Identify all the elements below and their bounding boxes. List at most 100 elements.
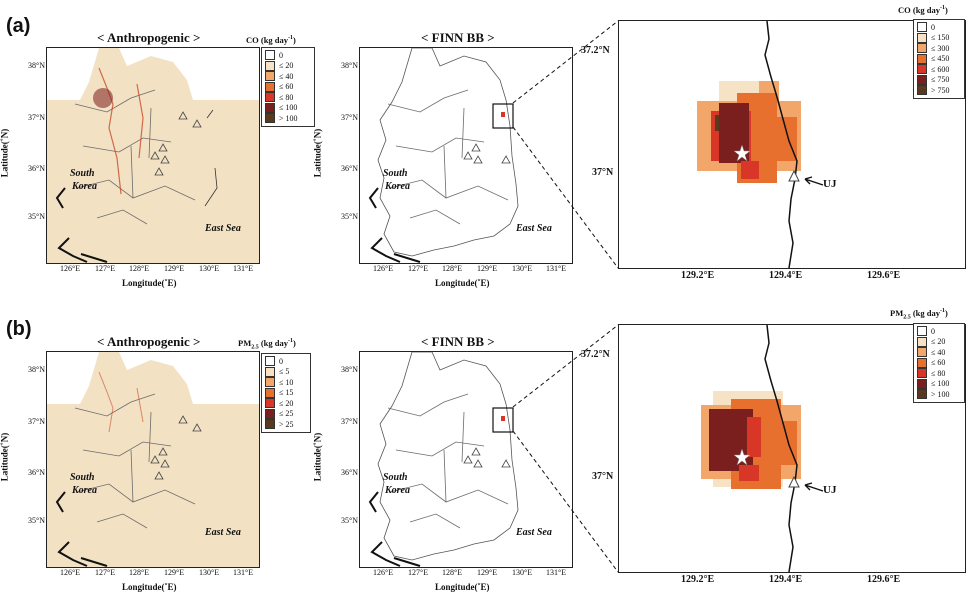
y-axis-label-a: Latitude(˚N)	[0, 128, 10, 178]
legend-swatch	[265, 408, 275, 419]
x-tick: 129°E	[164, 568, 185, 577]
zoom-leader-lines-b	[512, 324, 619, 573]
southwest-coast	[55, 491, 108, 567]
zoom-map-b	[618, 324, 966, 573]
x-tick: 127°E	[95, 264, 116, 273]
y-tick: 35°N	[341, 516, 358, 525]
anthropogenic-title-a: < Anthropogenic >	[97, 30, 201, 45]
finn-bb-title-a: < FINN BB >	[421, 30, 495, 45]
x-tick: 130°E	[512, 568, 533, 577]
y-tick: 36°N	[28, 468, 45, 477]
legend-item: ≤ 15	[265, 387, 307, 399]
zoom-y-tick: 37°N	[592, 471, 614, 482]
legend-item: ≤ 150	[917, 32, 961, 44]
legend-swatch	[265, 102, 275, 113]
uj-label-b: UJ	[823, 484, 837, 496]
fire-hotspot	[501, 416, 505, 421]
legend-swatch	[917, 74, 927, 85]
south-label-b2: South	[383, 472, 408, 483]
x-tick: 127°E	[95, 568, 116, 577]
x-axis-label-b2: Longitude(˚E)	[435, 582, 490, 592]
legend-swatch	[917, 22, 927, 33]
x-axis-label-a2: Longitude(˚E)	[435, 278, 490, 288]
map-canvas	[47, 48, 259, 263]
uj-arrow	[804, 176, 824, 186]
x-tick: 128°E	[129, 264, 150, 273]
x-tick: 131°E	[233, 264, 254, 273]
uj-site-marker	[788, 475, 800, 488]
anthropogenic-map-a	[46, 47, 260, 264]
korea-label-a: Korea	[72, 181, 97, 192]
legend-item: 0	[265, 356, 307, 367]
legend-item: ≤ 20	[265, 60, 311, 72]
y-tick: 37°N	[341, 113, 358, 122]
legend-item: > 100	[265, 113, 311, 124]
x-tick: 130°E	[199, 264, 220, 273]
legend-swatch	[265, 377, 275, 388]
legend-item: ≤ 20	[917, 336, 961, 348]
korea-outline	[377, 48, 519, 257]
east-coast	[204, 109, 218, 207]
legend-swatch	[265, 60, 275, 71]
y-tick: 37°N	[341, 417, 358, 426]
legend-item: ≤ 60	[265, 81, 311, 93]
x-tick: 130°E	[199, 568, 220, 577]
zoom-map-a	[618, 20, 966, 269]
coastline	[764, 21, 798, 268]
y-tick: 36°N	[28, 164, 45, 173]
legend-item: ≤ 100	[917, 378, 961, 390]
x-tick: 126°E	[373, 264, 394, 273]
legend-swatch	[265, 113, 275, 124]
legend-swatch	[917, 357, 927, 368]
x-tick: 131°E	[233, 568, 254, 577]
province-boundaries	[74, 89, 196, 225]
y-tick: 38°N	[28, 365, 45, 374]
zoom-leader-lines-a	[512, 20, 619, 269]
legend-item: 0	[265, 50, 311, 61]
legend-item: ≤ 80	[917, 368, 961, 379]
legend-swatch	[917, 378, 927, 389]
y-tick: 36°N	[341, 164, 358, 173]
legend-swatch	[917, 53, 927, 64]
legend-item: ≤ 25	[265, 408, 307, 420]
finn-bb-map-b	[359, 351, 573, 568]
y-tick: 38°N	[341, 61, 358, 70]
x-tick: 130°E	[512, 264, 533, 273]
legend-item: ≤ 600	[917, 64, 961, 75]
anthropogenic-title-b: < Anthropogenic >	[97, 334, 201, 349]
uj-label-a: UJ	[823, 178, 837, 190]
legend-swatch	[917, 326, 927, 337]
x-tick: 128°E	[442, 568, 463, 577]
x-tick: 126°E	[60, 568, 81, 577]
zoom-x-tick: 129.2°E	[681, 270, 715, 281]
legend-title-a-left: CO (kg day-1)	[246, 35, 296, 45]
legend-swatch	[265, 356, 275, 367]
legend-swatch	[917, 368, 927, 379]
uj-site-marker	[788, 169, 800, 182]
x-tick: 128°E	[442, 264, 463, 273]
legend-swatch	[917, 85, 927, 96]
x-axis-label-b: Longitude(˚E)	[122, 582, 177, 592]
monitoring-sites	[463, 447, 511, 468]
legend-swatch	[265, 387, 275, 398]
legend-title-a-zoom: CO (kg day-1)	[898, 5, 948, 15]
legend-swatch	[917, 336, 927, 347]
map-canvas	[368, 48, 519, 263]
x-tick: 127°E	[408, 264, 429, 273]
legend-b-left: 0 ≤ 5 ≤ 10 ≤ 15 ≤ 20 ≤ 25 > 25	[261, 353, 311, 433]
zoom-x-tick: 129.6°E	[867, 270, 901, 281]
legend-swatch	[265, 81, 275, 92]
y-tick: 37°N	[28, 417, 45, 426]
zoom-canvas	[697, 21, 824, 268]
y-tick: 35°N	[341, 212, 358, 221]
korea-landmass	[65, 48, 205, 256]
seoul-emission-hotspot	[93, 88, 113, 108]
anthropogenic-map-b	[46, 351, 260, 568]
y-axis-label-b2: Latitude(˚N)	[312, 432, 323, 482]
legend-item: ≤ 20	[265, 398, 307, 409]
province-boundaries	[387, 393, 509, 529]
monitoring-sites	[150, 111, 202, 176]
finn-bb-title-b: < FINN BB >	[421, 334, 495, 349]
legend-item: > 25	[265, 419, 307, 430]
zoom-x-tick: 129.4°E	[769, 574, 803, 585]
